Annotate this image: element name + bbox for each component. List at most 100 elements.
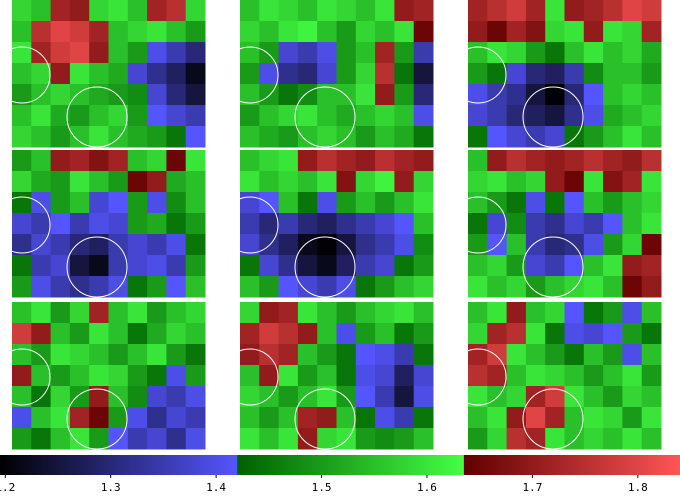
- heat-cell: [89, 126, 109, 148]
- heat-cell: [147, 428, 167, 450]
- heat-cell: [240, 428, 260, 450]
- heat-cell: [545, 42, 565, 64]
- heat-cell: [506, 323, 527, 345]
- heat-cell: [89, 386, 109, 408]
- heat-cell: [355, 302, 376, 324]
- heat-cell: [641, 234, 662, 256]
- heat-cell: [297, 0, 318, 22]
- heat-cell: [259, 344, 280, 366]
- heat-cell: [147, 84, 167, 106]
- heat-cell: [278, 276, 299, 298]
- heat-cell: [166, 171, 187, 193]
- heat-cell: [278, 0, 299, 22]
- heat-cell: [355, 105, 376, 127]
- heat-cell: [525, 234, 546, 256]
- heat-cell: [336, 302, 357, 324]
- heat-cell: [336, 150, 357, 172]
- heat-cell: [89, 63, 109, 85]
- heat-cell: [413, 150, 434, 172]
- heat-cell: [545, 428, 565, 450]
- heat-cell: [468, 0, 488, 22]
- heat-cell: [603, 386, 623, 408]
- colorbar-segment: [0, 455, 238, 475]
- heat-cell: [394, 365, 415, 387]
- heat-cell: [583, 344, 604, 366]
- heat-cell: [166, 323, 187, 345]
- heat-cell: [583, 171, 604, 193]
- heat-cell: [622, 428, 643, 450]
- heat-cell: [166, 255, 187, 277]
- heat-cell: [375, 323, 395, 345]
- heat-cell: [259, 407, 280, 429]
- heat-cell: [375, 213, 395, 235]
- heat-cell: [317, 84, 337, 106]
- heat-cell: [545, 21, 565, 43]
- heat-cell: [166, 407, 187, 429]
- heat-cell: [317, 21, 337, 43]
- colorbar-tick-label: 1.8: [628, 481, 648, 494]
- heat-cell: [355, 255, 376, 277]
- heat-cell: [564, 63, 585, 85]
- heat-cell: [564, 126, 585, 148]
- heat-cell: [641, 150, 662, 172]
- heat-cell: [147, 105, 167, 127]
- heat-cell: [89, 42, 109, 64]
- heat-cell: [525, 386, 546, 408]
- heat-cell: [50, 428, 71, 450]
- heat-cell: [641, 213, 662, 235]
- heat-cell: [506, 344, 527, 366]
- aperture-large: [522, 388, 584, 450]
- heat-cell: [166, 234, 187, 256]
- heat-cell: [545, 276, 565, 298]
- heat-cell: [622, 63, 643, 85]
- heat-cell: [185, 42, 206, 64]
- heat-cell: [394, 276, 415, 298]
- heat-cell: [108, 84, 129, 106]
- heat-cell: [297, 255, 318, 277]
- heat-cell: [127, 63, 148, 85]
- heat-cell: [50, 0, 71, 22]
- heat-cell: [317, 42, 337, 64]
- heat-cell: [297, 323, 318, 345]
- heat-cell: [355, 276, 376, 298]
- heat-cell: [583, 407, 604, 429]
- heat-cell: [108, 0, 129, 22]
- heat-cell: [641, 407, 662, 429]
- heat-cell: [12, 234, 32, 256]
- heat-cell: [413, 21, 434, 43]
- heat-cell: [50, 105, 71, 127]
- heat-cell: [89, 407, 109, 429]
- heat-cell: [641, 428, 662, 450]
- heat-cell: [127, 126, 148, 148]
- heat-cell: [506, 428, 527, 450]
- aperture-small: [221, 348, 279, 406]
- heat-cell: [564, 234, 585, 256]
- heat-cell: [394, 126, 415, 148]
- heat-cell: [545, 171, 565, 193]
- aperture-large: [522, 236, 584, 298]
- heat-cell: [413, 276, 434, 298]
- heat-cell: [413, 255, 434, 277]
- heat-cell: [108, 255, 129, 277]
- heat-cell: [147, 150, 167, 172]
- heat-cell: [394, 302, 415, 324]
- heat-cell: [127, 84, 148, 106]
- heat-cell: [278, 213, 299, 235]
- heat-cell: [525, 344, 546, 366]
- heat-cell: [108, 386, 129, 408]
- heat-cell: [317, 192, 337, 214]
- heat-cell: [525, 126, 546, 148]
- heat-cell: [375, 42, 395, 64]
- heat-cell: [355, 365, 376, 387]
- heat-cell: [50, 276, 71, 298]
- heat-cell: [394, 234, 415, 256]
- heat-cell: [394, 150, 415, 172]
- heat-cell: [31, 302, 52, 324]
- heat-cell: [50, 386, 71, 408]
- heat-cell: [317, 386, 337, 408]
- heat-cell: [641, 323, 662, 345]
- heat-cell: [487, 126, 508, 148]
- heat-cell: [166, 428, 187, 450]
- heat-cell: [394, 42, 415, 64]
- heat-cell: [185, 150, 206, 172]
